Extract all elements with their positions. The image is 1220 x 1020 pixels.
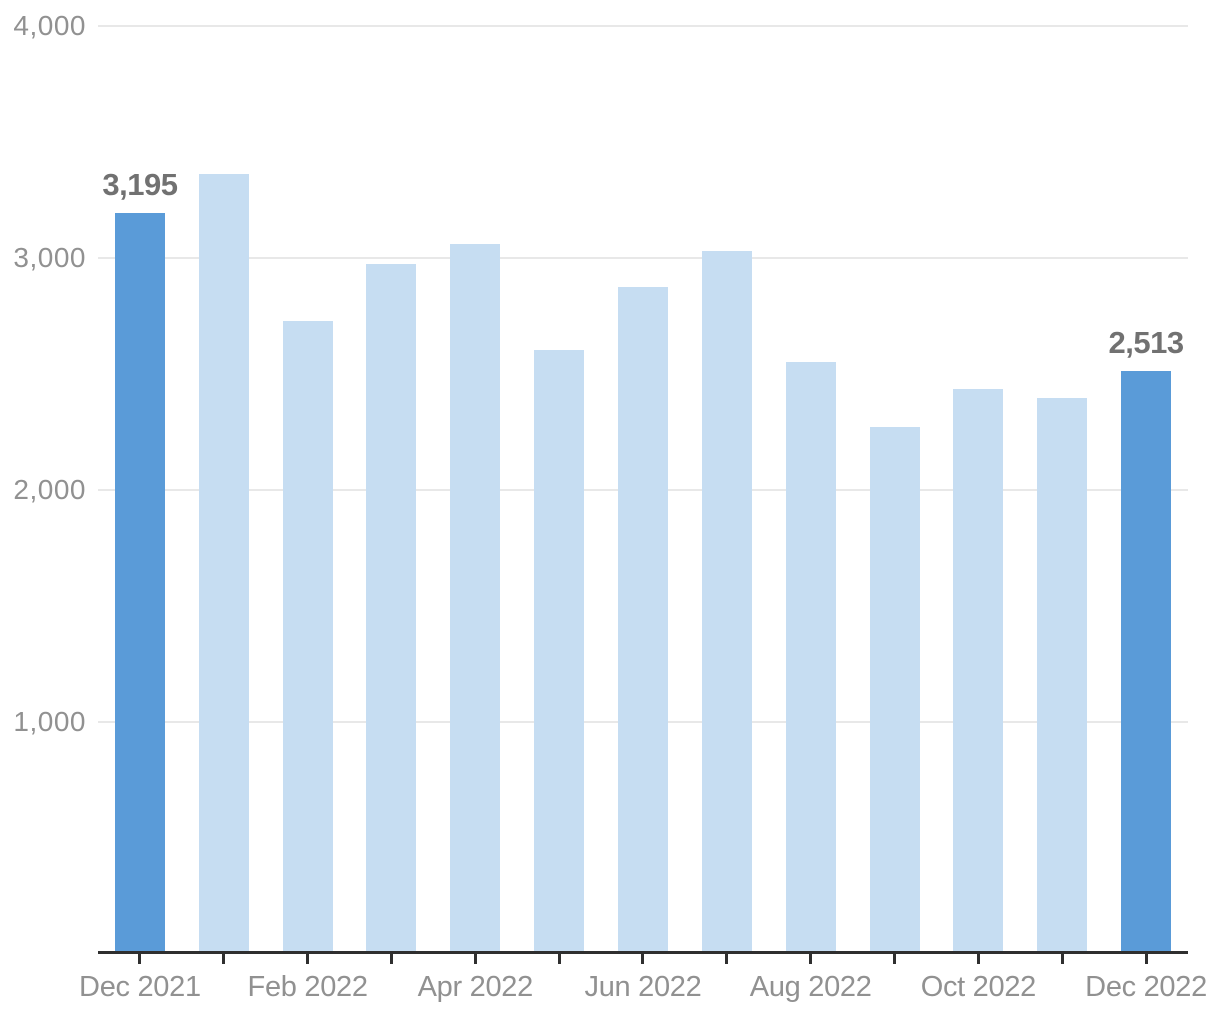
x-axis-line: [98, 951, 1188, 954]
bar-apr-2022[interactable]: [450, 244, 501, 954]
x-axis-label-dec-2022: Dec 2022: [1085, 971, 1207, 1003]
bar-dec-2022[interactable]: [1121, 371, 1172, 954]
x-axis-label-oct-2022: Oct 2022: [920, 971, 1037, 1003]
bar-dec-2021[interactable]: [114, 213, 165, 954]
bar-group-mar-2022: [350, 26, 434, 964]
x-axis-tick-jun-2022: [641, 954, 645, 964]
x-axis-tick-dec-2021: [138, 954, 142, 964]
x-axis-tick-dec-2022: [1144, 954, 1148, 964]
gridline-3000: [98, 257, 1188, 259]
bar-slots: Dec 2021 3,195 Feb 2022 Apr 2022 Jun 2022 Aug…: [79, 26, 1207, 1003]
bar-group-may-2022: [517, 26, 601, 964]
x-axis-tick-jul-2022: [725, 954, 729, 964]
gridline-4000: [98, 25, 1188, 27]
x-axis-tick-feb-2022: [306, 954, 310, 964]
bar-may-2022[interactable]: [534, 350, 585, 954]
bar-group-jun-2022: Jun 2022: [585, 26, 702, 1003]
x-axis-label-dec-2021: Dec 2021: [79, 971, 201, 1003]
bar-sep-2022[interactable]: [869, 427, 920, 954]
bar-jan-2022[interactable]: [198, 174, 249, 954]
bar-nov-2022[interactable]: [1037, 398, 1088, 954]
bar-group-apr-2022: Apr 2022: [418, 26, 533, 1003]
value-label-dec-2022: 2,513: [1108, 325, 1185, 360]
y-axis-label-3000: 3,000: [13, 242, 86, 273]
bar-group-oct-2022: Oct 2022: [921, 26, 1036, 1003]
x-axis-label-jun-2022: Jun 2022: [584, 971, 702, 1003]
bar-group-jan-2022: [182, 26, 266, 964]
bar-feb-2022[interactable]: [282, 321, 333, 954]
y-axis-label-1000: 1,000: [13, 706, 86, 737]
plot-area: Dec 2021 3,195 Feb 2022 Apr 2022 Jun 2022 Aug…: [79, 25, 1207, 1003]
bar-oct-2022[interactable]: [953, 389, 1004, 954]
bar-group-sep-2022: [853, 26, 937, 964]
bar-mar-2022[interactable]: [366, 264, 417, 954]
x-axis-tick-may-2022: [557, 954, 561, 964]
bar-group-aug-2022: Aug 2022: [750, 26, 872, 1003]
x-axis-tick-nov-2022: [1060, 954, 1064, 964]
x-axis-label-feb-2022: Feb 2022: [247, 971, 368, 1003]
bar-aug-2022[interactable]: [785, 362, 836, 954]
bar-group-nov-2022: [1020, 26, 1104, 964]
x-axis-tick-oct-2022: [976, 954, 980, 964]
y-axis-label-2000: 2,000: [13, 474, 86, 505]
x-axis-label-apr-2022: Apr 2022: [417, 971, 534, 1003]
bar-group-dec-2021: Dec 2021 3,195: [79, 26, 201, 1003]
y-axis-label-4000: 4,000: [13, 10, 86, 41]
x-axis-tick-sep-2022: [893, 954, 897, 964]
bar-jun-2022[interactable]: [617, 287, 668, 954]
x-axis-tick-apr-2022: [473, 954, 477, 964]
x-axis-label-aug-2022: Aug 2022: [749, 971, 872, 1003]
value-label-dec-2021: 3,195: [102, 167, 178, 202]
x-axis-tick-aug-2022: [809, 954, 813, 964]
x-axis-tick-jan-2022: [222, 954, 226, 964]
x-axis-tick-mar-2022: [389, 954, 393, 964]
bar-group-jul-2022: [685, 26, 769, 964]
bar-group-feb-2022: Feb 2022: [248, 26, 368, 1003]
bar-group-dec-2022: Dec 2022 2,513: [1085, 26, 1207, 1003]
bar-jul-2022[interactable]: [701, 251, 752, 954]
